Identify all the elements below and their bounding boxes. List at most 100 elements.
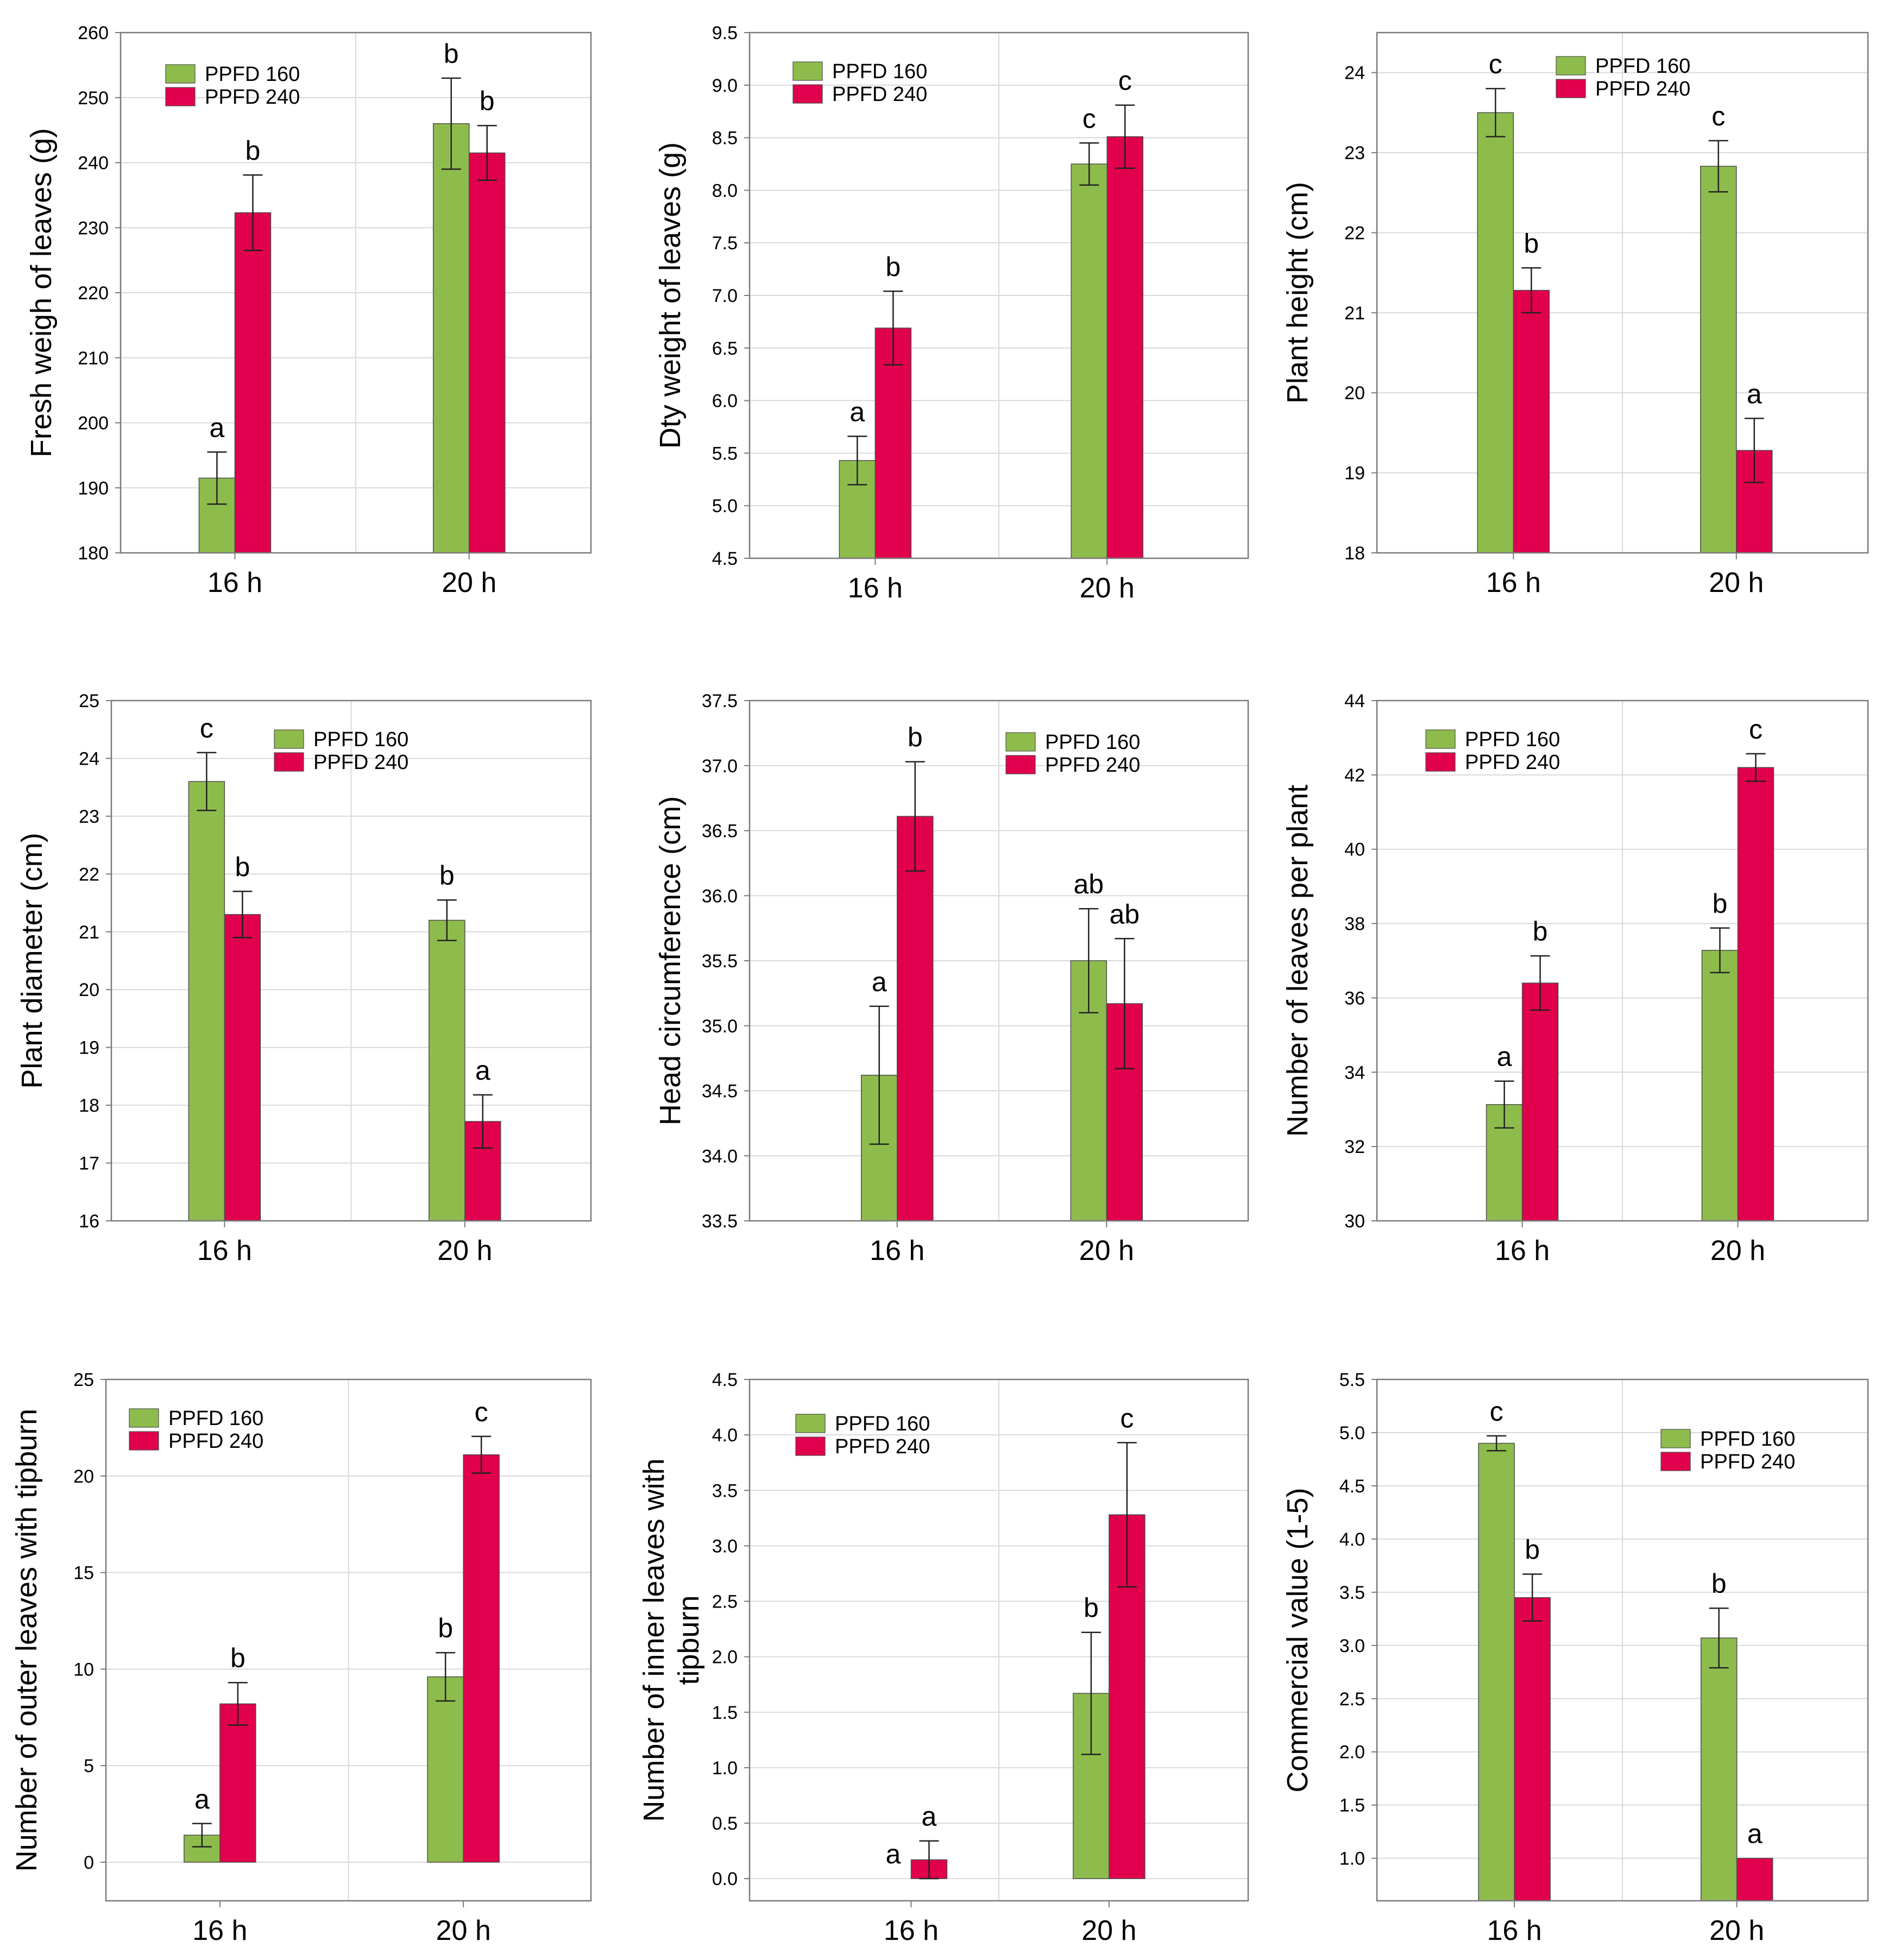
significance-letter: c bbox=[1083, 103, 1096, 134]
legend-swatch bbox=[274, 752, 304, 772]
significance-letter: b bbox=[908, 722, 923, 753]
significance-letter: b bbox=[480, 86, 495, 116]
x-tick-label: 20 h bbox=[1081, 1915, 1136, 1946]
y-tick-label: 4.5 bbox=[712, 549, 738, 569]
y-tick-label: 22 bbox=[79, 864, 99, 885]
legend-label: PPFD 240 bbox=[313, 751, 408, 774]
y-tick-label: 200 bbox=[78, 413, 109, 434]
bar-ppfd240-16h bbox=[1513, 289, 1550, 553]
y-tick-label: 3.0 bbox=[712, 1536, 738, 1556]
y-tick-label: 4.0 bbox=[1339, 1529, 1365, 1550]
significance-letter: c bbox=[1118, 66, 1132, 96]
y-tick-label: 180 bbox=[78, 543, 109, 564]
bar-ppfd240-20h bbox=[1736, 1857, 1773, 1901]
legend-label: PPFD 240 bbox=[1595, 78, 1690, 100]
y-tick-label: 21 bbox=[1344, 303, 1365, 324]
legend-label: PPFD 240 bbox=[1465, 751, 1560, 774]
y-tick-label: 2.5 bbox=[712, 1592, 738, 1612]
bar-ppfd160-20h bbox=[432, 123, 470, 553]
y-tick-label: 3.0 bbox=[1339, 1636, 1365, 1656]
chart-panel-2: a c b c 4.5 5.0 5.5 6.0 6.5 7.0 7.5 8.0 8.5 9.0 9.5 16 … bbox=[654, 23, 1249, 604]
y-tick-label: 3.5 bbox=[1339, 1583, 1365, 1603]
bar-ppfd160-20h bbox=[1700, 1637, 1738, 1901]
significance-letter: ab bbox=[1109, 899, 1140, 929]
legend-label: PPFD 240 bbox=[832, 83, 927, 106]
y-tick-label: 5.5 bbox=[1339, 1370, 1365, 1390]
x-tick-label: 16 h bbox=[192, 1915, 247, 1946]
y-tick-label: 0.5 bbox=[712, 1813, 738, 1834]
x-tick-label: 16 h bbox=[1486, 567, 1541, 598]
y-tick-label: 44 bbox=[1344, 691, 1365, 711]
legend-swatch bbox=[795, 1436, 826, 1456]
y-tick-label: 5.0 bbox=[712, 496, 738, 516]
bar-ppfd240-20h bbox=[463, 1454, 500, 1863]
y-axis-label: Number of inner leaves withtipburn bbox=[638, 1458, 705, 1822]
significance-letter: b bbox=[1713, 888, 1728, 919]
significance-letter: c bbox=[1711, 101, 1725, 131]
legend-swatch bbox=[792, 61, 823, 81]
y-tick-label: 23 bbox=[79, 806, 99, 827]
legend-label: PPFD 160 bbox=[1595, 55, 1690, 78]
bar-ppfd240-16h bbox=[874, 327, 912, 559]
y-tick-label: 17 bbox=[79, 1154, 99, 1174]
y-tick-label: 5 bbox=[84, 1756, 94, 1776]
x-tick-label: 20 h bbox=[1709, 567, 1764, 598]
bar-ppfd160-16h bbox=[1477, 112, 1514, 553]
legend-swatch bbox=[1005, 732, 1036, 752]
significance-letter: b bbox=[444, 39, 459, 69]
legend-swatch bbox=[1425, 729, 1456, 749]
significance-letter: c bbox=[475, 1397, 488, 1427]
significance-letter: b bbox=[1084, 1593, 1099, 1623]
x-tick-label: 16 h bbox=[848, 572, 903, 604]
significance-letter: b bbox=[885, 251, 901, 282]
significance-letter: ab bbox=[1073, 869, 1104, 899]
significance-letter: c bbox=[1120, 1403, 1134, 1433]
y-tick-label: 3.5 bbox=[712, 1480, 738, 1501]
legend-swatch bbox=[165, 87, 196, 106]
y-tick-label: 15 bbox=[73, 1563, 94, 1584]
significance-letter: a bbox=[194, 1784, 210, 1814]
significance-letter: b bbox=[1711, 1568, 1727, 1599]
significance-letter: c bbox=[1489, 49, 1502, 79]
y-axis-label: Number of leaves per plant bbox=[1281, 785, 1314, 1137]
y-tick-label: 5.0 bbox=[1339, 1423, 1365, 1444]
y-tick-label: 35.0 bbox=[702, 1016, 738, 1037]
y-tick-label: 9.0 bbox=[712, 75, 738, 96]
y-tick-label: 250 bbox=[78, 88, 109, 109]
plot-frame bbox=[1376, 31, 1869, 554]
y-tick-label: 9.5 bbox=[712, 23, 738, 43]
y-tick-label: 220 bbox=[78, 283, 109, 304]
legend-label: PPFD 240 bbox=[205, 86, 300, 109]
y-tick-label: 34.5 bbox=[702, 1081, 738, 1102]
significance-letter: c bbox=[200, 713, 213, 743]
significance-letter: a bbox=[886, 1839, 901, 1869]
legend-swatch bbox=[274, 729, 304, 749]
bar-ppfd160-20h bbox=[429, 919, 465, 1221]
chart-panel-6: a b b c 30 32 34 36 38 40 42 44 16 h 20 h Number of le… bbox=[1281, 691, 1869, 1266]
bar-ppfd240-16h bbox=[1514, 1597, 1551, 1901]
y-tick-label: 10 bbox=[73, 1659, 94, 1680]
y-tick-label: 19 bbox=[79, 1038, 99, 1058]
chart-panel-5: a ab b ab 33.5 34.0 34.5 35.0 35.5 36.0 36.5 37.0 37… bbox=[654, 691, 1249, 1266]
significance-letter: b bbox=[439, 860, 455, 891]
y-tick-label: 20 bbox=[73, 1466, 94, 1487]
significance-letter: a bbox=[1497, 1042, 1512, 1072]
significance-letter: a bbox=[475, 1055, 490, 1086]
legend-label: PPFD 240 bbox=[1045, 754, 1140, 777]
y-tick-label: 36 bbox=[1344, 988, 1365, 1009]
bar-ppfd160-16h bbox=[188, 781, 225, 1221]
x-tick-label: 20 h bbox=[436, 1915, 491, 1946]
x-tick-label: 20 h bbox=[1710, 1235, 1765, 1266]
y-tick-label: 25 bbox=[79, 691, 99, 711]
bar-ppfd240-20h bbox=[1737, 767, 1775, 1221]
bar-ppfd240-20h bbox=[1106, 136, 1143, 559]
legend-swatch bbox=[795, 1414, 826, 1433]
legend-swatch bbox=[129, 1408, 159, 1428]
x-tick-label: 20 h bbox=[1079, 1235, 1134, 1266]
y-tick-label: 18 bbox=[79, 1095, 99, 1116]
legend-label: PPFD 160 bbox=[1465, 728, 1560, 751]
y-tick-label: 210 bbox=[78, 348, 109, 369]
y-tick-label: 35.5 bbox=[702, 951, 738, 972]
x-tick-label: 20 h bbox=[1709, 1915, 1764, 1946]
y-tick-label: 8.5 bbox=[712, 128, 738, 149]
